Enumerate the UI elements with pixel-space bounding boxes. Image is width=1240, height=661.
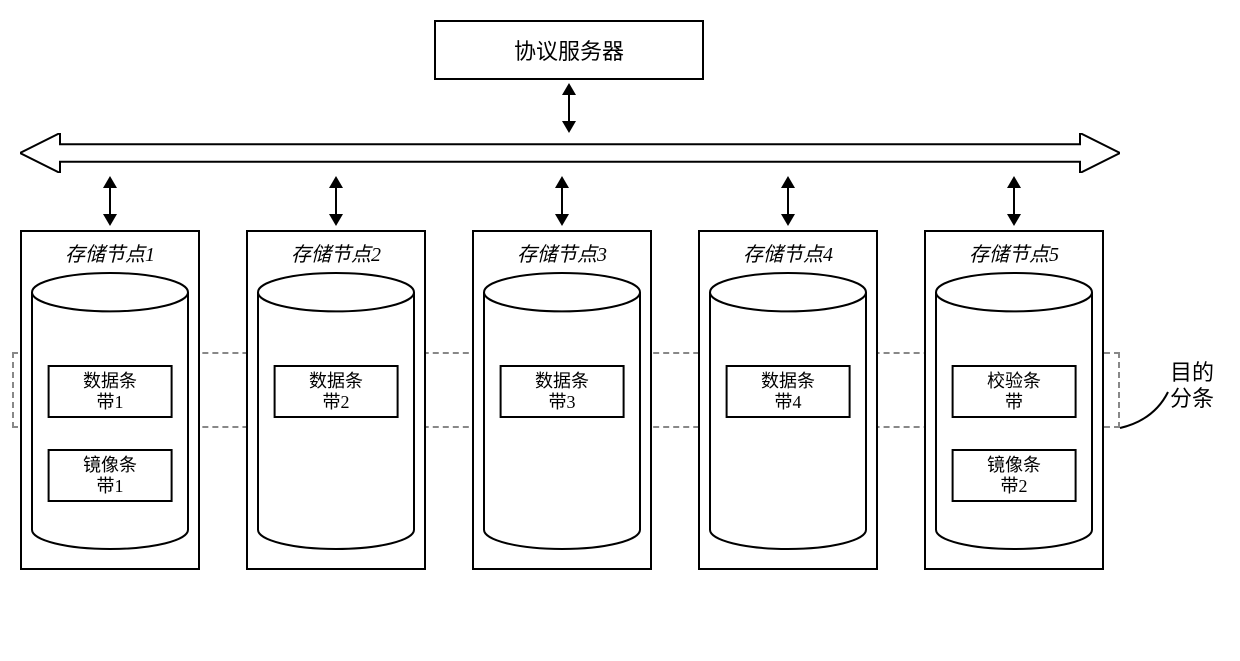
node-bus-arrow: [324, 176, 348, 226]
storage-node-title: 存储节点4: [708, 238, 868, 267]
stripe-label-line1: 数据条: [504, 371, 621, 392]
stripe-label-line2: 带1: [52, 476, 169, 497]
storage-node: 存储节点5 校验条带镜像条带2: [924, 230, 1104, 570]
storage-node-title: 存储节点5: [934, 238, 1094, 267]
storage-cylinder: 数据条带2: [256, 271, 416, 551]
storage-node-title: 存储节点2: [256, 238, 416, 267]
stripe-box: 数据条带3: [500, 365, 625, 418]
storage-cylinder: 校验条带镜像条带2: [934, 271, 1094, 551]
protocol-server-box: 协议服务器: [434, 20, 704, 80]
architecture-diagram: 协议服务器 存储节点1 数据条带1镜像条带1存储节点2: [20, 20, 1220, 641]
stripe-label-line1: 数据条: [278, 371, 395, 392]
storage-cylinder: 数据条带3: [482, 271, 642, 551]
protocol-server-label: 协议服务器: [514, 34, 624, 66]
storage-node: 存储节点3 数据条带3: [472, 230, 652, 570]
storage-node: 存储节点1 数据条带1镜像条带1: [20, 230, 200, 570]
stripe-box: 校验条带: [952, 365, 1077, 418]
stripe-label-line1: 数据条: [730, 371, 847, 392]
stripe-label-line2: 带: [956, 392, 1073, 413]
stripe-label-line2: 带1: [52, 392, 169, 413]
stripe-label-line1: 校验条: [956, 371, 1073, 392]
storage-node-title: 存储节点3: [482, 238, 642, 267]
stripe-label-line2: 带2: [956, 476, 1073, 497]
stripe-label-line1: 镜像条: [956, 455, 1073, 476]
stripe-label-line2: 带4: [730, 392, 847, 413]
stripe-label-line1: 数据条: [52, 371, 169, 392]
stripe-label-line2: 带3: [504, 392, 621, 413]
stripe-label-line1: 镜像条: [52, 455, 169, 476]
dest-stripe-label: 目的分条: [1170, 360, 1214, 413]
stripe-box: 镜像条带2: [952, 449, 1077, 502]
storage-node-title: 存储节点1: [30, 238, 190, 267]
storage-node: 存储节点4 数据条带4: [698, 230, 878, 570]
node-bus-arrow: [98, 176, 122, 226]
storage-cylinder: 数据条带1镜像条带1: [30, 271, 190, 551]
stripe-box: 数据条带4: [726, 365, 851, 418]
node-bus-arrow: [776, 176, 800, 226]
bus-arrow: [20, 133, 1120, 173]
node-bus-arrow: [550, 176, 574, 226]
dest-stripe-pointer: [1116, 388, 1172, 432]
storage-node: 存储节点2 数据条带2: [246, 230, 426, 570]
node-bus-arrow: [1002, 176, 1026, 226]
stripe-box: 数据条带1: [48, 365, 173, 418]
stripe-box: 镜像条带1: [48, 449, 173, 502]
storage-cylinder: 数据条带4: [708, 271, 868, 551]
stripe-label-line2: 带2: [278, 392, 395, 413]
stripe-box: 数据条带2: [274, 365, 399, 418]
server-bus-arrow: [557, 83, 581, 133]
